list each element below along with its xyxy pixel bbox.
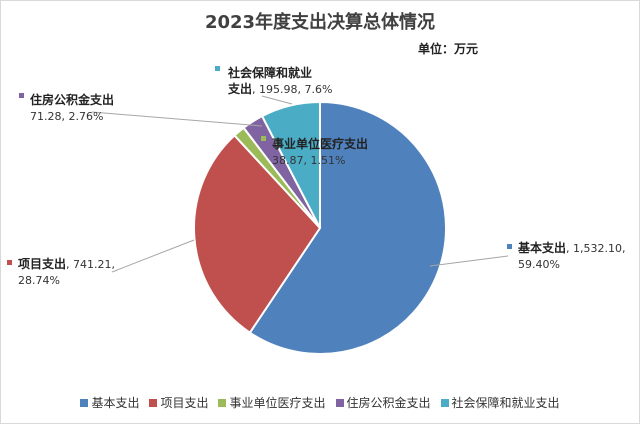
label-marker bbox=[507, 244, 512, 249]
unit-label: 单位：万元 bbox=[418, 42, 479, 56]
legend-label: 基本支出 bbox=[91, 396, 140, 410]
legend: 基本支出 项目支出 事业单位医疗支出 住房公积金支出 社会保障和就业支出 bbox=[0, 394, 640, 411]
leader-line bbox=[91, 111, 263, 127]
legend-swatch bbox=[149, 398, 158, 407]
leader-line bbox=[429, 255, 509, 267]
data-label: 住房公积金支出 71.28, 2.76% bbox=[30, 92, 114, 123]
legend-item: 基本支出 bbox=[80, 394, 139, 411]
legend-swatch bbox=[335, 398, 344, 407]
data-label: 社会保障和就业支出, 195.98, 7.6% bbox=[227, 65, 332, 96]
legend-swatch bbox=[218, 398, 227, 407]
pie-slice bbox=[193, 134, 322, 335]
legend-item: 项目支出 bbox=[149, 394, 208, 411]
legend-label: 住房公积金支出 bbox=[346, 396, 431, 410]
leader-line bbox=[261, 95, 293, 105]
pie-slice bbox=[260, 100, 321, 229]
legend-item: 事业单位医疗支出 bbox=[218, 394, 326, 411]
label-marker bbox=[215, 66, 220, 71]
leader-lines bbox=[91, 95, 509, 273]
chart-title: 2023年度支出决算总体情况 bbox=[204, 12, 436, 33]
data-labels: 基本支出, 1,532.10, 59.40% 项目支出, 741.21, 28.74%… bbox=[7, 65, 626, 287]
leader-line bbox=[111, 239, 195, 273]
legend-label: 事业单位医疗支出 bbox=[229, 396, 326, 410]
label-marker bbox=[19, 93, 24, 98]
data-label: 事业单位医疗支出 38.87, 1.51% bbox=[272, 136, 368, 167]
label-marker bbox=[261, 136, 266, 141]
data-label: 项目支出, 741.21, 28.74% bbox=[18, 256, 115, 287]
legend-item: 住房公积金支出 bbox=[335, 394, 431, 411]
legend-swatch bbox=[440, 398, 449, 407]
legend-label: 项目支出 bbox=[160, 396, 209, 410]
legend-swatch bbox=[80, 398, 89, 407]
label-marker bbox=[7, 260, 12, 265]
data-label: 基本支出, 1,532.10, 59.40% bbox=[517, 240, 626, 271]
legend-label: 社会保障和就业支出 bbox=[451, 396, 560, 410]
pie-slices bbox=[193, 100, 447, 355]
legend-item: 社会保障和就业支出 bbox=[440, 394, 560, 411]
